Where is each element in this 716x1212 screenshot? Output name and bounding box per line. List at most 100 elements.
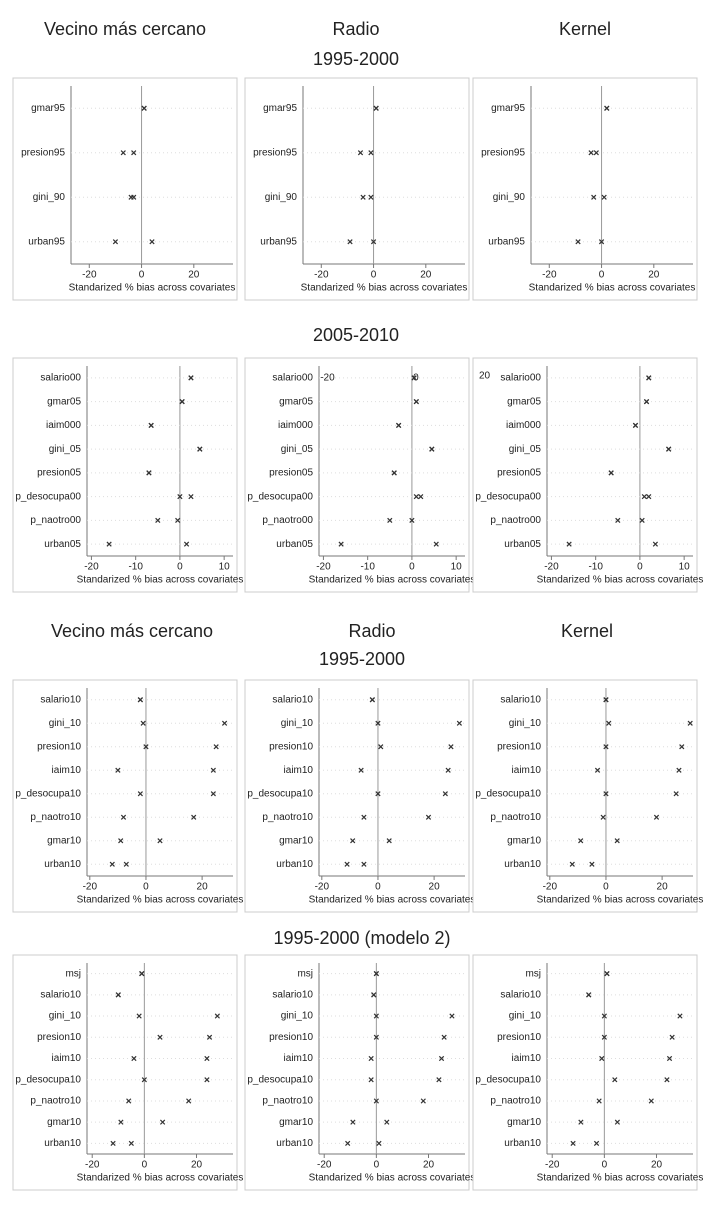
marker: [188, 375, 194, 381]
y-tick-label: presion95: [21, 147, 65, 158]
column-title: Kernel: [561, 621, 613, 641]
marker: [137, 791, 143, 797]
x-axis-label: Standarized % bias across covariates: [537, 575, 704, 586]
x-tick-label: -20: [543, 882, 558, 893]
marker: [369, 697, 375, 703]
y-tick-label: iaim10: [512, 765, 542, 776]
marker: [438, 1055, 445, 1062]
y-tick-label: msj: [65, 968, 81, 979]
marker: [221, 720, 228, 726]
marker: [361, 861, 367, 867]
marker: [358, 767, 364, 773]
marker: [603, 791, 609, 797]
y-tick-label: salario10: [40, 694, 81, 705]
marker: [391, 470, 397, 476]
marker: [411, 375, 417, 381]
marker: [599, 1055, 605, 1062]
y-tick-label: presion10: [497, 1032, 541, 1043]
marker: [396, 422, 402, 428]
panel: [472, 954, 698, 1191]
marker: [442, 791, 448, 797]
y-tick-label: gini_90: [265, 192, 298, 203]
y-tick-label: p_naotro00: [490, 515, 541, 526]
y-tick-label: presion05: [37, 468, 81, 479]
panel: [12, 77, 238, 301]
panel: [472, 679, 698, 913]
marker: [373, 105, 379, 111]
marker: [445, 767, 451, 773]
y-tick-label: gmar05: [279, 396, 313, 407]
x-tick-label: 10: [219, 562, 231, 573]
x-tick-label: 0: [603, 882, 609, 893]
y-tick-label: gmar05: [47, 396, 81, 407]
marker: [596, 1098, 602, 1104]
y-tick-label: p_naotro00: [262, 515, 313, 526]
x-tick-label: 20: [429, 882, 441, 893]
marker: [146, 470, 152, 476]
x-tick-label: 0: [637, 562, 643, 573]
marker: [110, 1140, 116, 1147]
marker: [449, 1013, 455, 1019]
y-tick-label: salario10: [40, 989, 81, 1000]
marker: [673, 791, 679, 797]
x-tick-label: 0: [139, 270, 145, 281]
marker: [679, 744, 685, 750]
marker: [155, 517, 161, 523]
x-tick-label: 0: [599, 270, 605, 281]
marker: [601, 1013, 607, 1019]
marker: [361, 814, 367, 820]
marker: [601, 1034, 607, 1040]
y-tick-label: urban05: [504, 539, 541, 550]
x-tick-label: -20: [315, 882, 330, 893]
y-tick-label: gmar10: [47, 1117, 81, 1128]
marker: [601, 194, 607, 200]
y-tick-label: presion95: [481, 147, 525, 158]
marker: [646, 494, 652, 500]
marker: [128, 1140, 134, 1147]
marker: [191, 814, 197, 820]
marker: [204, 1077, 210, 1083]
marker: [436, 1077, 442, 1083]
y-tick-label: salario10: [272, 694, 313, 705]
marker: [141, 105, 147, 111]
marker: [569, 861, 575, 867]
y-tick-label: p_desocupa10: [475, 1074, 541, 1085]
marker: [140, 720, 146, 726]
marker: [615, 517, 621, 523]
marker: [666, 1055, 673, 1062]
marker: [213, 744, 219, 750]
marker: [606, 720, 612, 726]
x-tick-label: 0: [602, 1160, 608, 1171]
y-tick-label: salario00: [40, 373, 81, 384]
x-tick-label: 0: [371, 270, 377, 281]
marker: [409, 517, 415, 523]
marker: [603, 697, 609, 703]
marker: [653, 814, 660, 820]
marker: [593, 150, 599, 156]
marker: [188, 494, 194, 500]
y-tick-label: iaim000: [46, 420, 81, 431]
y-tick-label: salario10: [500, 989, 541, 1000]
marker: [589, 861, 595, 867]
marker: [456, 720, 463, 726]
y-tick-label: gini_10: [281, 718, 314, 729]
section-title: 1995-2000: [313, 49, 399, 69]
marker: [368, 194, 374, 200]
y-tick-label: p_desocupa00: [15, 491, 81, 502]
y-tick-label: p_desocupa10: [475, 788, 541, 799]
marker: [159, 1119, 166, 1125]
marker: [586, 992, 592, 998]
panel: [244, 679, 470, 913]
marker: [375, 720, 381, 726]
marker: [123, 861, 129, 867]
y-tick-label: salario00: [272, 373, 313, 384]
y-tick-label: gmar95: [491, 103, 525, 114]
y-tick-label: urban95: [260, 236, 297, 247]
x-axis-label: Standarized % bias across covariates: [69, 283, 236, 294]
y-tick-label: p_desocupa00: [247, 491, 313, 502]
marker: [591, 194, 597, 200]
section-title: 1995-2000: [319, 649, 405, 669]
y-tick-label: urban10: [44, 1138, 81, 1149]
x-tick-label: 10: [679, 562, 691, 573]
x-axis-label: Standarized % bias across covariates: [537, 895, 704, 906]
